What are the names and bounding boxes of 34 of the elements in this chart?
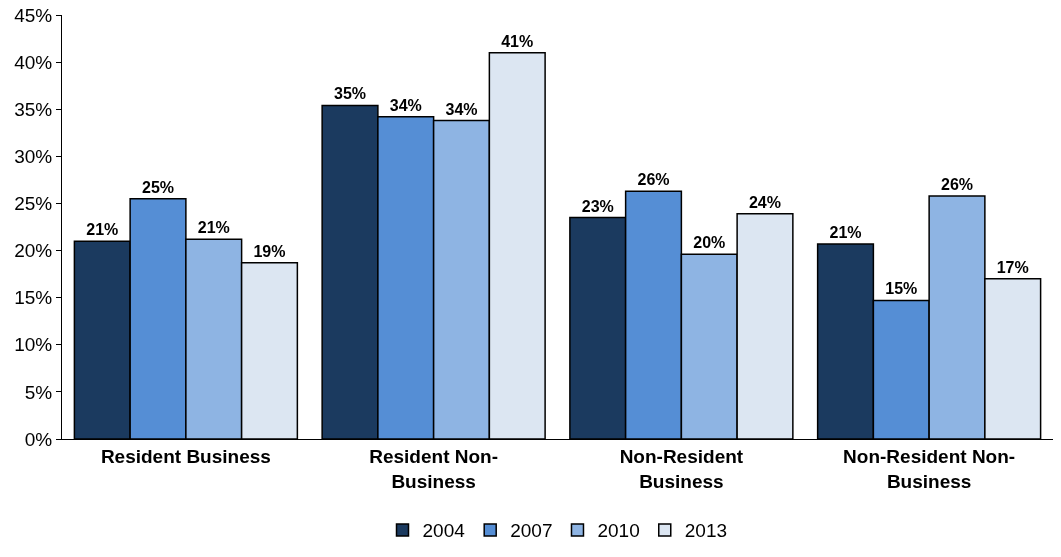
y-tick-label: 15% <box>14 287 53 309</box>
y-tick-label: 40% <box>14 51 53 73</box>
legend-label: 2007 <box>510 520 553 542</box>
y-tick-label: 30% <box>14 145 53 167</box>
data-label: 35% <box>333 85 367 103</box>
data-label: 23% <box>581 197 614 215</box>
legend-label: 2013 <box>684 520 728 542</box>
data-label: 34% <box>389 96 422 114</box>
data-label: 19% <box>253 242 286 260</box>
data-label: 17% <box>996 258 1029 276</box>
y-tick-label: 25% <box>14 193 53 215</box>
legend-label: 2010 <box>597 520 640 542</box>
data-label: 25% <box>141 178 175 196</box>
y-tick-label: 5% <box>24 381 53 403</box>
y-tick-label: 0% <box>24 428 53 450</box>
y-tick-label: 35% <box>14 98 53 120</box>
x-tick-label: Resident Non-Business <box>369 445 499 492</box>
data-label: 41% <box>501 32 534 50</box>
x-tick-label: Non-Resident Non-Business <box>843 445 1016 492</box>
data-label: 34% <box>445 100 478 118</box>
data-label: 21% <box>829 223 862 241</box>
y-tick-label: 20% <box>14 240 53 262</box>
x-tick-label: Resident Business <box>100 445 271 467</box>
data-label: 20% <box>693 234 726 252</box>
x-tick-label: Non-Resident Business <box>619 445 744 492</box>
data-label: 15% <box>885 280 918 298</box>
y-tick-label: 45% <box>14 4 53 26</box>
data-label: 24% <box>748 193 782 211</box>
y-tick-label: 10% <box>14 334 53 356</box>
legend-label: 2004 <box>422 520 466 542</box>
data-label: 26% <box>940 175 974 193</box>
data-label: 21% <box>197 219 230 237</box>
data-label: 21% <box>86 221 119 239</box>
data-label: 26% <box>637 171 670 189</box>
